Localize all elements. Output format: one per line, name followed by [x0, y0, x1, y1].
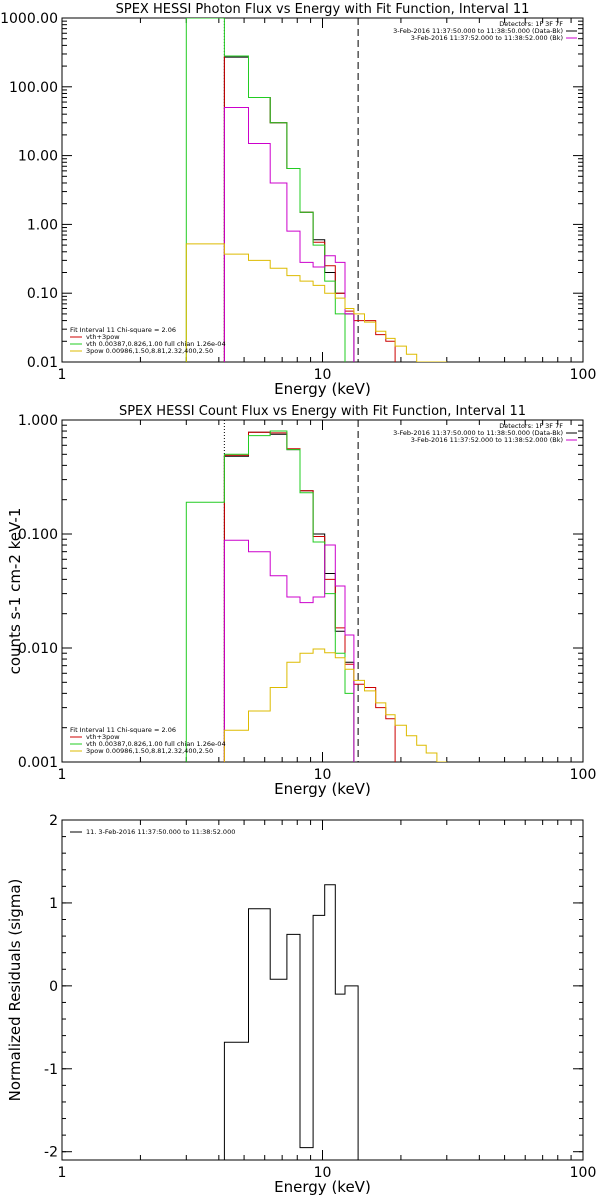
y-axis-label: counts s-1 cm-2 keV-1 [6, 508, 24, 675]
x-axis-label: Energy (keV) [274, 380, 371, 398]
y-tick-label: 1 [49, 896, 58, 912]
legend-entry: 11. 3-Feb-2016 11:37:50.000 to 11:38:52.… [86, 828, 235, 836]
series-1-histogram [223, 884, 359, 1160]
series-1-histogram [223, 56, 355, 362]
info-line: 3-Feb-2016 11:37:52.000 to 11:38:52.000 … [411, 34, 563, 42]
plot-frame [61, 819, 584, 1161]
chart-panel-3: 1 10 100 Energy (keV) -2 -1 0 1 2 Normalized Resi… [6, 813, 596, 1196]
y-tick-label: 10.00 [18, 149, 58, 165]
legend-entry: vth 0.00387,0.826,1.00 full chian 1.26e-… [86, 340, 226, 348]
legend-entry: vth+3pow [86, 333, 120, 341]
y-tick-label: 0.10 [27, 286, 58, 302]
x-tick-label: 100 [570, 1165, 597, 1181]
info-line: Detectors: 1F 3F 7F [499, 422, 563, 430]
series-2-histogram [223, 431, 396, 762]
series-5-histogram [223, 648, 447, 762]
x-tick-label: 1 [58, 1165, 67, 1181]
x-tick-label: 10 [314, 367, 332, 383]
y-tick-label: 0.010 [18, 641, 58, 657]
series-2-histogram [223, 55, 396, 362]
y-tick-label: -1 [44, 1062, 58, 1078]
info-line: 3-Feb-2016 11:37:52.000 to 11:38:52.000 … [411, 436, 563, 444]
series-4-histogram [223, 107, 355, 362]
x-tick-label: 1 [58, 367, 67, 383]
info-line: Detectors: 1F 3F 7F [499, 20, 563, 28]
x-axis-label: Energy (keV) [274, 1178, 371, 1196]
legend-entry: 3pow 0.00986,1.50,8.81,2.32,400,2.50 [86, 747, 213, 755]
legend-entry: vth 0.00387,0.826,1.00 full chian 1.26e-… [86, 740, 226, 748]
y-tick-label: 0.01 [27, 355, 58, 371]
legend-header: Fit Interval 11 Chi-square = 2.06 [70, 726, 176, 734]
y-tick-label: 1.000 [18, 413, 58, 429]
x-axis-label: Energy (keV) [274, 780, 371, 798]
y-tick-label: 2 [49, 813, 58, 829]
series-4-histogram [223, 539, 355, 762]
info-line: 3-Feb-2016 11:37:50.000 to 11:38:50.000 … [393, 27, 563, 35]
y-tick-label: 1000.00 [0, 11, 58, 27]
y-tick-label: 100.00 [9, 80, 58, 96]
y-tick-label: 0 [49, 979, 58, 995]
plot-frame [61, 17, 584, 363]
chart-panel-1: SPEX HESSI Photon Flux vs Energy with Fi… [0, 2, 596, 398]
chart-title: SPEX HESSI Count Flux vs Energy with Fit… [119, 404, 526, 419]
series-3-histogram [185, 18, 346, 362]
legend-entry: 3pow 0.00986,1.50,8.81,2.32,400,2.50 [86, 347, 213, 355]
y-tick-label: 1.00 [27, 217, 58, 233]
y-tick-label: 0.001 [18, 755, 58, 771]
x-tick-label: 1 [58, 767, 67, 783]
legend-header: Fit Interval 11 Chi-square = 2.06 [70, 326, 176, 334]
series-3-histogram [185, 430, 355, 762]
legend-entry: vth+3pow [86, 733, 120, 741]
series-5-histogram [185, 243, 447, 362]
chart-title: SPEX HESSI Photon Flux vs Energy with Fi… [116, 2, 530, 17]
x-tick-label: 100 [570, 367, 597, 383]
y-tick-label: 0.100 [18, 527, 58, 543]
plot-frame [61, 419, 584, 763]
y-tick-label: -2 [44, 1145, 58, 1161]
x-tick-label: 100 [570, 767, 597, 783]
chart-panel-2: SPEX HESSI Count Flux vs Energy with Fit… [6, 404, 596, 798]
info-line: 3-Feb-2016 11:37:50.000 to 11:38:50.000 … [393, 429, 563, 437]
x-tick-label: 10 [314, 1165, 332, 1181]
y-axis-label: Normalized Residuals (sigma) [6, 879, 24, 1102]
x-tick-label: 10 [314, 767, 332, 783]
